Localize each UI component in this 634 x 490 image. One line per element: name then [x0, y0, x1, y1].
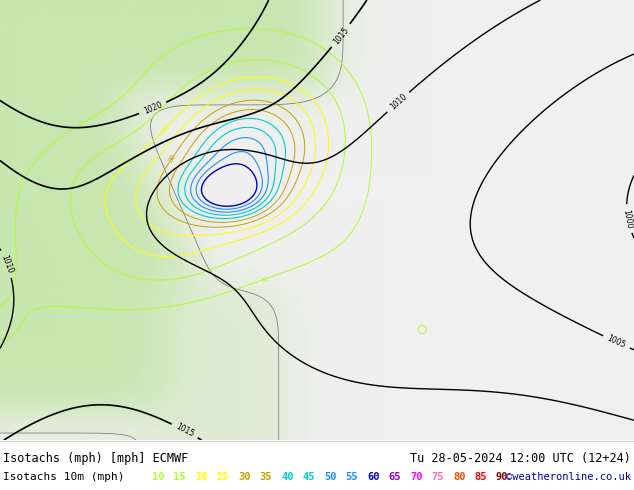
Text: 1020: 1020 — [142, 100, 164, 116]
Text: 30: 30 — [167, 153, 177, 164]
Text: 20: 20 — [160, 123, 171, 133]
Text: 1015: 1015 — [332, 25, 351, 46]
Text: 90: 90 — [496, 472, 508, 482]
Text: 1000: 1000 — [622, 208, 634, 229]
Text: 40: 40 — [281, 472, 294, 482]
Text: 15: 15 — [174, 472, 186, 482]
Text: Tu 28-05-2024 12:00 UTC (12+24): Tu 28-05-2024 12:00 UTC (12+24) — [410, 452, 631, 465]
Text: 20: 20 — [195, 472, 207, 482]
Text: 70: 70 — [410, 472, 422, 482]
Text: 85: 85 — [474, 472, 487, 482]
Text: Isotachs (mph) [mph] ECMWF: Isotachs (mph) [mph] ECMWF — [3, 452, 188, 465]
Text: 75: 75 — [432, 472, 444, 482]
Text: 1010: 1010 — [0, 253, 15, 274]
Text: 35: 35 — [259, 472, 272, 482]
Text: Isotachs 10m (mph): Isotachs 10m (mph) — [3, 472, 124, 482]
Text: 1010: 1010 — [388, 92, 408, 112]
Text: 25: 25 — [216, 472, 229, 482]
Text: 10: 10 — [259, 275, 270, 283]
Text: 60: 60 — [367, 472, 380, 482]
Text: 10: 10 — [152, 472, 164, 482]
Text: 80: 80 — [453, 472, 465, 482]
Text: 50: 50 — [324, 472, 337, 482]
Text: ©weatheronline.co.uk: ©weatheronline.co.uk — [506, 472, 631, 482]
Text: 45: 45 — [302, 472, 315, 482]
Text: 1005: 1005 — [606, 334, 627, 350]
Text: 55: 55 — [346, 472, 358, 482]
Text: 1015: 1015 — [174, 422, 195, 439]
Text: 65: 65 — [389, 472, 401, 482]
Text: 30: 30 — [238, 472, 250, 482]
